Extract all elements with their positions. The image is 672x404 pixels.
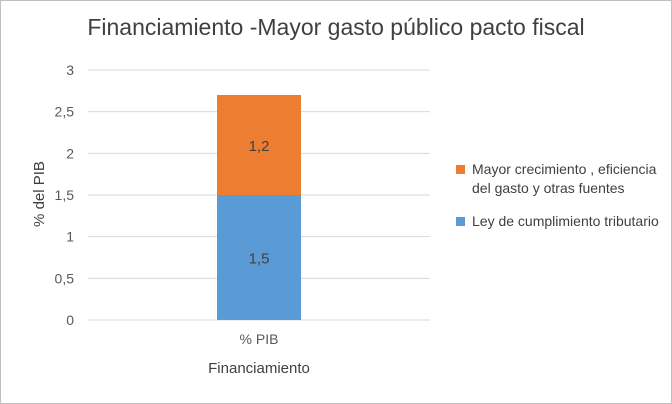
x-tick-label: % PIB [240, 331, 279, 347]
data-label: 1,5 [249, 251, 270, 268]
y-tick-label: 2 [66, 145, 74, 161]
chart-title: Financiamiento -Mayor gasto público pact… [87, 14, 585, 40]
bar-segment [217, 95, 301, 195]
y-tick-labels: 0 0,5 1 1,5 2 2,5 3 [55, 62, 75, 328]
y-tick-label: 1,5 [55, 187, 75, 203]
data-label: 1,2 [249, 138, 270, 155]
y-tick-label: 3 [66, 62, 74, 78]
legend-swatch-ley-cumplimiento [456, 217, 465, 226]
legend-swatch-mayor-crecimiento [456, 165, 465, 174]
bar-segment [217, 195, 301, 320]
y-tick-label: 0,5 [55, 270, 75, 286]
x-tick-labels: % PIB [240, 331, 279, 347]
bars: 1,5 1,2 [217, 95, 301, 320]
legend-label-ley-cumplimiento: Ley de cumplimiento tributario [472, 213, 659, 229]
x-axis-label: Financiamiento [208, 360, 310, 377]
y-tick-label: 2,5 [55, 104, 75, 120]
legend-label-mayor-crecimiento: Mayor crecimiento , eficiencia del gasto… [472, 161, 657, 196]
y-tick-label: 1 [66, 229, 74, 245]
legend-item-mayor-crecimiento: Mayor crecimiento , eficiencia del gasto… [456, 160, 666, 198]
y-tick-label: 0 [66, 312, 74, 328]
y-axis-label: % del PIB [31, 161, 48, 227]
legend: Mayor crecimiento , eficiencia del gasto… [456, 160, 666, 245]
legend-item-ley-cumplimiento: Ley de cumplimiento tributario [456, 212, 666, 231]
